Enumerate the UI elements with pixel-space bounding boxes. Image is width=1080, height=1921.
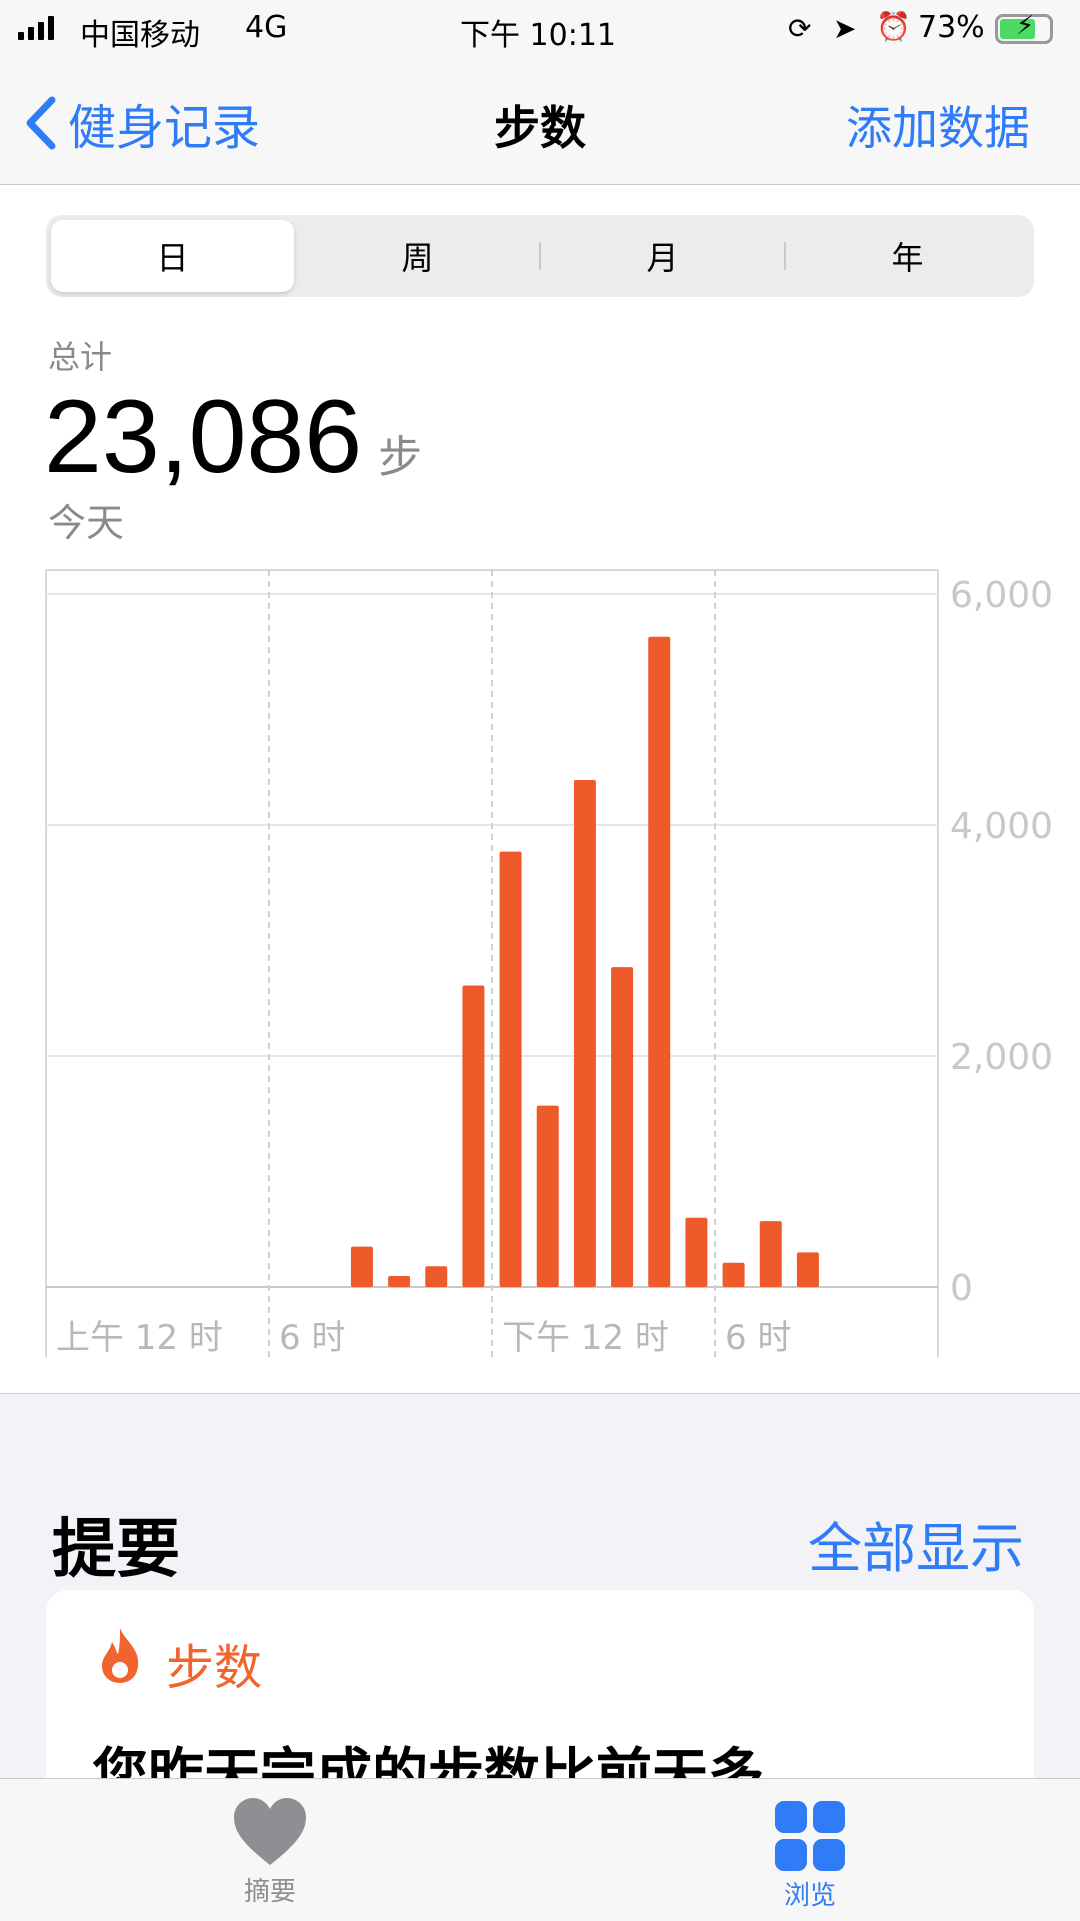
- segment-month[interactable]: 月: [646, 239, 679, 277]
- alarm-icon: ⏰: [876, 10, 911, 43]
- bar-hour-14: [573, 779, 596, 1287]
- tab-label: 浏览: [783, 1881, 836, 1911]
- network-type: 4G: [245, 10, 288, 45]
- segment-week[interactable]: 周: [401, 239, 434, 277]
- bar-hour-17: [685, 1217, 708, 1287]
- x-tick-label: 6 时: [725, 1318, 791, 1358]
- signal-icon: [18, 16, 54, 40]
- show-all-button[interactable]: 全部显示: [808, 1517, 1024, 1580]
- back-label: 健身记录: [68, 100, 261, 156]
- bar-hour-8: [350, 1246, 373, 1287]
- summary-title: 提要: [52, 1513, 180, 1587]
- segment-day[interactable]: 日: [51, 220, 294, 292]
- navigation-bar: 健身记录 步数 添加数据: [0, 58, 1080, 185]
- bar-hour-20: [796, 1252, 819, 1287]
- divider: [784, 242, 786, 270]
- x-tick-label: 下午 12 时: [502, 1318, 669, 1358]
- card-category: 步数: [166, 1640, 263, 1696]
- location-icon: ➤: [833, 12, 857, 45]
- chevron-left-icon: [26, 96, 56, 150]
- steps-unit: 步: [378, 432, 423, 483]
- grid-icon: [775, 1801, 845, 1871]
- clock: 下午 10:11: [460, 18, 616, 53]
- y-tick-label: 0: [950, 1268, 973, 1309]
- bar-hour-18: [722, 1262, 745, 1287]
- heart-icon: [234, 1798, 306, 1865]
- total-label: 总计: [48, 338, 113, 376]
- bar-hour-15: [611, 967, 634, 1287]
- battery-charging-icon: ⚡: [995, 11, 1053, 44]
- page-title: 步数: [494, 101, 586, 155]
- bar-hour-9: [388, 1276, 411, 1287]
- tab-label: 摘要: [243, 1877, 296, 1907]
- segment-year[interactable]: 年: [891, 239, 924, 277]
- bar-hour-13: [536, 1105, 559, 1287]
- bar-hour-16: [648, 636, 671, 1287]
- y-tick-label: 4,000: [950, 806, 1053, 847]
- back-button[interactable]: 健身记录: [22, 88, 260, 158]
- bar-hour-10: [425, 1266, 448, 1287]
- y-tick-label: 2,000: [950, 1037, 1053, 1078]
- bar-hour-11: [462, 985, 485, 1287]
- period-segmented-control: 日 周 月 年: [46, 215, 1034, 297]
- bar-hour-12: [499, 851, 522, 1287]
- tab-bar: 摘要 浏览: [0, 1778, 1080, 1921]
- add-data-button[interactable]: 添加数据: [846, 101, 1030, 155]
- divider: [539, 242, 541, 270]
- tab-summary[interactable]: 摘要: [220, 1797, 320, 1908]
- steps-chart: 6,000 4,000 2,000 0 上午 12 时 6 时 下午 12 时 6 时: [45, 569, 1053, 1358]
- date-label: 今天: [48, 501, 125, 545]
- rotation-lock-icon: ⟳: [788, 12, 812, 45]
- y-tick-label: 6,000: [950, 575, 1053, 616]
- x-tick-label: 上午 12 时: [56, 1318, 223, 1358]
- flame-icon: [102, 1628, 139, 1683]
- status-bar: 中国移动 4G 下午 10:11 ⟳ ➤ ⏰ 73% ⚡: [0, 0, 1080, 58]
- carrier: 中国移动: [80, 18, 200, 53]
- bar-hour-19: [759, 1221, 782, 1287]
- tab-browse[interactable]: 浏览: [760, 1801, 860, 1912]
- x-tick-label: 6 时: [279, 1318, 345, 1358]
- battery-percent: 73%: [918, 10, 985, 45]
- total-steps: 23,086: [44, 379, 363, 495]
- total-value-row: 23,086 步: [44, 378, 422, 497]
